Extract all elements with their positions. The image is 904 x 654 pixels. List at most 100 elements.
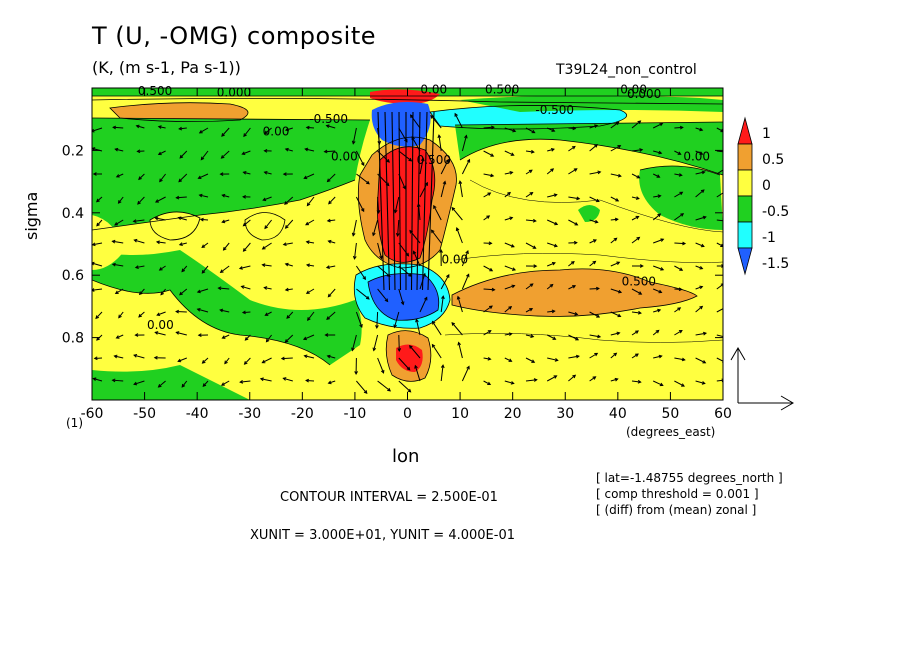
wind-vector-head bbox=[242, 248, 247, 252]
wind-vector-head bbox=[305, 125, 310, 130]
wind-vector bbox=[158, 126, 166, 129]
wind-vector bbox=[307, 311, 315, 321]
wind-vector-head bbox=[138, 291, 143, 296]
wind-vector bbox=[202, 380, 209, 387]
y-ticks: 0.2 0.4 0.6 0.8 bbox=[62, 143, 723, 347]
wind-vector bbox=[546, 375, 557, 382]
wind-vector-head bbox=[491, 287, 496, 292]
wind-vector-head bbox=[221, 193, 226, 198]
wind-vector bbox=[504, 265, 516, 271]
wind-vector bbox=[438, 135, 442, 152]
wind-vector-head bbox=[134, 265, 139, 269]
wind-vector-head bbox=[430, 114, 435, 119]
wind-vector-head bbox=[554, 358, 559, 362]
core-vector bbox=[410, 111, 414, 291]
wind-vector bbox=[419, 158, 424, 175]
wind-vector-head bbox=[617, 173, 622, 178]
wind-vector-head bbox=[92, 128, 95, 133]
wind-vector-head bbox=[327, 380, 332, 385]
wind-vector-head bbox=[326, 218, 331, 223]
wind-vector-head bbox=[284, 201, 288, 205]
wind-vector bbox=[220, 309, 230, 313]
wind-vector-head bbox=[154, 331, 159, 335]
wind-vector bbox=[454, 113, 463, 129]
wind-vector-head bbox=[409, 114, 414, 119]
wind-vector bbox=[674, 330, 683, 336]
wind-vector bbox=[241, 285, 251, 290]
wind-vector-head bbox=[177, 358, 182, 363]
top-orange-patch bbox=[110, 102, 248, 122]
wind-vector-head bbox=[614, 377, 619, 382]
wind-vector-head bbox=[723, 307, 726, 310]
wind-vector-head bbox=[465, 273, 470, 278]
wind-vector bbox=[568, 219, 578, 226]
wind-vector bbox=[610, 173, 621, 177]
wind-vector-head bbox=[658, 150, 663, 155]
wind-vector bbox=[589, 334, 601, 338]
wind-vector bbox=[695, 127, 703, 131]
wind-vector bbox=[610, 145, 621, 152]
wind-vector bbox=[155, 217, 166, 221]
wind-vector bbox=[504, 192, 511, 198]
wind-vector-head bbox=[155, 240, 160, 245]
wind-vector bbox=[218, 287, 230, 290]
wind-vector bbox=[326, 265, 336, 269]
wind-vector bbox=[631, 149, 643, 152]
wind-vector-head bbox=[135, 124, 140, 129]
wind-vector bbox=[262, 264, 272, 267]
wind-vector-head bbox=[655, 329, 660, 334]
wind-vector-head bbox=[326, 316, 331, 320]
wind-vector bbox=[179, 242, 187, 246]
wind-vector bbox=[285, 148, 293, 152]
wind-vector-head bbox=[240, 285, 245, 289]
contour-label: -0.500 bbox=[309, 112, 348, 126]
wind-vector bbox=[372, 219, 379, 236]
wind-vector-head bbox=[372, 347, 377, 352]
wind-vector bbox=[674, 307, 681, 313]
wind-vector-head bbox=[181, 268, 186, 273]
wind-vector-head bbox=[431, 320, 436, 325]
wind-vector-head bbox=[420, 157, 425, 162]
wind-vector-head bbox=[594, 352, 599, 357]
wind-vector bbox=[589, 376, 596, 382]
wind-vector bbox=[176, 331, 187, 336]
note-threshold: [ comp threshold = 0.001 ] bbox=[596, 487, 759, 501]
wind-vector bbox=[398, 150, 412, 162]
x-tick-label: -20 bbox=[291, 406, 314, 422]
wind-vector bbox=[398, 380, 411, 393]
wind-vector bbox=[653, 150, 662, 154]
wind-vector-head bbox=[95, 198, 100, 203]
wind-vector bbox=[674, 126, 683, 129]
wind-vector-head bbox=[573, 240, 578, 245]
wind-vector-head bbox=[550, 168, 555, 172]
wind-vector bbox=[179, 288, 188, 296]
wind-vector-head bbox=[221, 219, 226, 224]
wind-vector bbox=[200, 218, 209, 221]
wind-vector-head bbox=[220, 155, 225, 159]
wind-vector-head bbox=[224, 360, 228, 365]
wind-vector-head bbox=[680, 213, 685, 217]
contour-label: 0.500 bbox=[138, 84, 172, 98]
wind-vector-head bbox=[720, 128, 723, 133]
wind-vector bbox=[245, 334, 251, 341]
wind-vector-head bbox=[325, 265, 330, 269]
wind-vector bbox=[674, 265, 683, 271]
wind-vector bbox=[525, 219, 536, 222]
wind-vector-head bbox=[327, 293, 332, 298]
wind-vector bbox=[525, 242, 536, 249]
x-tick-label: -50 bbox=[133, 406, 156, 422]
x-tick-label: -10 bbox=[343, 406, 366, 422]
x-axis-label: lon bbox=[392, 446, 420, 467]
wind-vector bbox=[285, 219, 294, 229]
wind-vector bbox=[610, 237, 617, 244]
wind-vector-head bbox=[221, 335, 226, 339]
wind-vector-head bbox=[111, 239, 116, 244]
wind-vector bbox=[355, 265, 366, 280]
wind-vector bbox=[525, 169, 533, 175]
wind-vector bbox=[568, 374, 576, 382]
wind-vector bbox=[433, 205, 442, 221]
wind-vector bbox=[281, 357, 293, 360]
wind-vector bbox=[483, 173, 494, 177]
wind-vector-head bbox=[510, 381, 515, 385]
wind-vector bbox=[264, 219, 272, 229]
